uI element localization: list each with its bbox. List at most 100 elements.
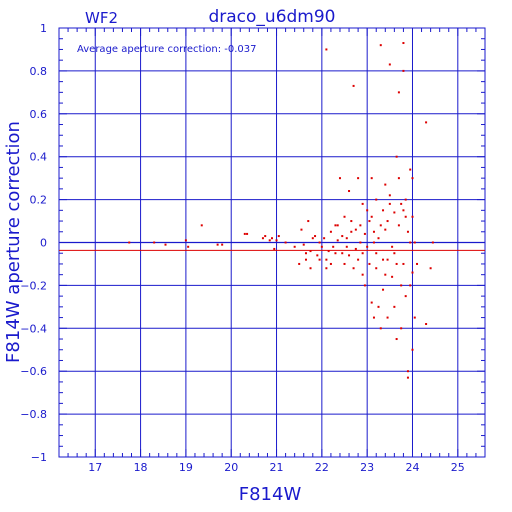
y-tick-label: −0.8 [20, 408, 47, 421]
data-point [334, 224, 337, 227]
y-axis-title: F814W aperture correction [3, 121, 24, 363]
data-point [363, 284, 366, 287]
data-point [354, 247, 357, 250]
data-point [366, 209, 369, 212]
data-point [397, 177, 400, 180]
data-point [332, 245, 335, 248]
x-tick-label: 22 [315, 461, 329, 474]
data-point [388, 202, 391, 205]
data-point [406, 370, 409, 373]
data-point [402, 262, 405, 265]
data-point [354, 228, 357, 231]
data-points [128, 42, 434, 379]
data-point [386, 220, 389, 223]
x-tick-label: 21 [270, 461, 284, 474]
reference-lines [59, 241, 485, 251]
data-point [411, 348, 414, 351]
data-point [409, 241, 412, 244]
y-tick-label: 0.2 [30, 194, 48, 207]
data-point [395, 155, 398, 158]
data-point [311, 237, 314, 240]
y-tick-label: 0.6 [30, 108, 48, 121]
data-point [388, 194, 391, 197]
data-point [386, 258, 389, 261]
data-point [325, 267, 328, 270]
data-point [318, 258, 321, 261]
data-point [320, 245, 323, 248]
data-point [400, 327, 403, 330]
axis-ticks [58, 27, 486, 458]
data-point [402, 69, 405, 72]
y-tick-label: 0.4 [30, 151, 48, 164]
data-point [384, 228, 387, 231]
data-point [357, 177, 360, 180]
data-point [325, 258, 328, 261]
data-point [350, 220, 353, 223]
data-point [309, 250, 312, 253]
data-point [388, 63, 391, 66]
data-point [261, 237, 264, 240]
data-point [406, 376, 409, 379]
data-point [431, 241, 434, 244]
data-point [366, 245, 369, 248]
x-tick-label: 25 [451, 461, 465, 474]
data-point [413, 241, 416, 244]
data-point [375, 252, 378, 255]
data-point [284, 241, 287, 244]
data-point [352, 84, 355, 87]
data-point [400, 284, 403, 287]
data-point [413, 316, 416, 319]
data-point [425, 121, 428, 124]
data-point [216, 243, 219, 246]
data-point [187, 245, 190, 248]
data-point [271, 237, 273, 240]
data-point [268, 239, 271, 242]
data-point [264, 235, 267, 238]
data-point [409, 284, 412, 287]
data-point [300, 228, 303, 231]
data-point [318, 241, 321, 244]
data-point [393, 211, 396, 214]
data-point [243, 232, 246, 235]
y-tick-label: 1 [40, 22, 47, 35]
grid-lines [59, 27, 485, 458]
data-point [304, 252, 307, 255]
data-point [386, 316, 389, 319]
data-point [153, 241, 156, 244]
data-point [377, 237, 380, 240]
data-point [307, 220, 310, 223]
average-annotation: Average aperture correction: -0.037 [77, 44, 257, 55]
data-point [404, 295, 407, 298]
data-point [352, 267, 355, 270]
data-point [304, 258, 307, 261]
x-tick-label: 19 [179, 461, 193, 474]
data-point [325, 48, 328, 51]
data-point [395, 338, 398, 341]
data-point [275, 239, 278, 242]
data-point [404, 215, 407, 218]
tick-labels: 17 18 19 20 21 22 23 24 25 1 0.8 0.6 0.4 0.2 0 −0.2 −0.4… [20, 22, 465, 474]
x-axis-title: F814W [239, 484, 302, 505]
data-point [393, 252, 396, 255]
data-point [316, 254, 319, 257]
data-point [348, 254, 351, 257]
data-point [298, 262, 301, 265]
data-point [323, 237, 326, 240]
data-point [314, 235, 317, 238]
data-point [382, 288, 385, 291]
data-point [384, 183, 387, 186]
data-point [336, 239, 339, 242]
data-point [391, 245, 394, 248]
data-point [341, 252, 344, 255]
data-point [350, 230, 353, 233]
data-point [164, 243, 167, 246]
x-tick-label: 17 [88, 461, 102, 474]
data-point [411, 271, 414, 274]
y-tick-label: 0.8 [30, 65, 48, 78]
data-point [357, 258, 360, 261]
data-point [327, 250, 330, 253]
data-point [397, 224, 400, 227]
data-point [184, 239, 187, 242]
data-point [359, 241, 362, 244]
